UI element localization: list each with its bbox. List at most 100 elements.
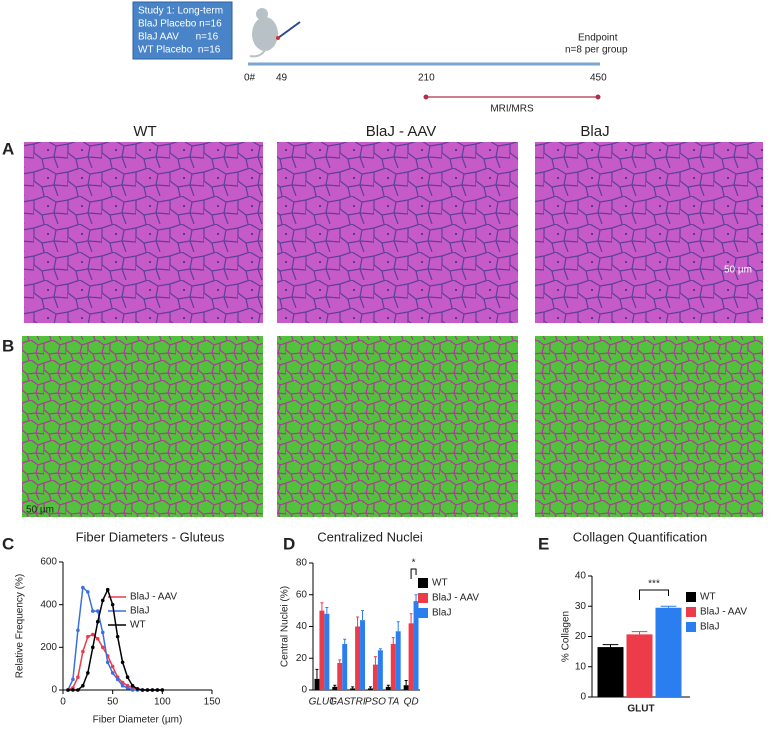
point [130,688,135,692]
point [105,587,110,592]
bar [390,643,396,690]
panel-letter: B [2,336,14,355]
error-bar [378,648,382,651]
point [81,649,85,654]
error-bar [361,610,365,621]
stained-image [277,336,518,517]
x-tick-label: 150 [204,697,221,708]
chart-title: Centralized Nuclei [317,529,423,544]
point [95,637,100,641]
point [110,671,115,675]
x-tick-label: 0 [60,697,66,708]
point [120,660,125,665]
legend-label: BlaJ - AAV [432,593,479,604]
series-line [67,586,163,691]
interval-bar [423,94,601,100]
error-bar [396,621,400,632]
bar [377,650,383,690]
legend-label: BlaJ [700,622,719,633]
bar [408,623,414,690]
y-tick-label: 0 [51,685,57,696]
error-bar [414,594,418,602]
point [145,688,150,692]
mouse-icon [249,8,301,58]
error-bar [660,605,677,608]
point [140,688,145,692]
y-tick-label: 30 [575,601,587,612]
bar [395,631,401,690]
point [91,609,95,613]
error-bar [320,602,324,611]
y-axis-label: Central Nuclei (%) [280,586,291,667]
bar [342,643,348,690]
point [71,688,75,692]
panel-letter: D [283,534,295,553]
point [130,683,135,688]
timeline-tick: 210 [418,73,435,84]
y-tick-label: 0 [301,685,307,696]
bar [655,607,682,697]
point [110,664,115,669]
point [155,688,160,692]
legend-swatch [418,608,428,618]
significance-label: * [412,558,416,569]
endpoint-note: n=8 per group [565,45,628,56]
y-tick-label: 80 [296,558,308,569]
scale-label: 50 µm [724,265,752,276]
histology-image [24,142,263,323]
y-tick-label: 60 [296,589,308,600]
legend-label: WT [130,620,146,631]
histology-image [535,142,763,323]
error-bar [343,638,347,644]
study-box [132,1,233,60]
error-bar [409,613,413,624]
bar [337,663,343,690]
column-title: BlaJ [580,123,609,140]
y-tick-label: 10 [575,661,587,672]
point [150,688,155,692]
panel-letter: E [538,534,549,553]
point [71,677,75,682]
point [86,671,90,675]
error-bar [351,686,355,689]
point [81,683,85,688]
point [95,609,100,613]
point [105,660,110,665]
x-axis-label: Fiber Diameter (µm) [93,715,183,726]
point [86,634,90,639]
point [125,675,130,679]
chart-title: Fiber Diameters - Gluteus [76,529,225,544]
error-bar [404,679,408,686]
point [66,688,70,692]
significance-label: *** [648,579,660,590]
chart-title: Collagen Quantification [573,529,707,544]
bar [367,688,373,690]
point [91,632,95,637]
error-bar [368,686,372,689]
legend-label: WT [432,578,448,589]
point [81,585,85,590]
bar [319,610,325,690]
point [76,675,80,679]
legend-label: WT [700,592,716,603]
y-tick-label: 40 [296,621,308,632]
y-tick-label: 600 [40,557,57,568]
error-bar [338,659,342,664]
column-title: WT [133,123,156,140]
bar [385,686,391,690]
bar [360,620,366,690]
x-tick-label: QD [404,697,419,708]
study-line: Study 1: Long-term [138,6,223,17]
significance-bracket [639,589,669,600]
legend-label: BlaJ [432,608,451,619]
error-bar [315,668,319,679]
endpoint: Endpoint [578,33,618,44]
point [115,634,120,639]
legend-swatch [418,593,428,603]
timeline-tick: 0# [244,73,256,84]
scale-label: 50 µm [26,505,54,516]
y-tick-label: 20 [575,631,587,642]
x-tick-label: TRI [350,697,366,708]
significance-bracket [410,568,417,579]
